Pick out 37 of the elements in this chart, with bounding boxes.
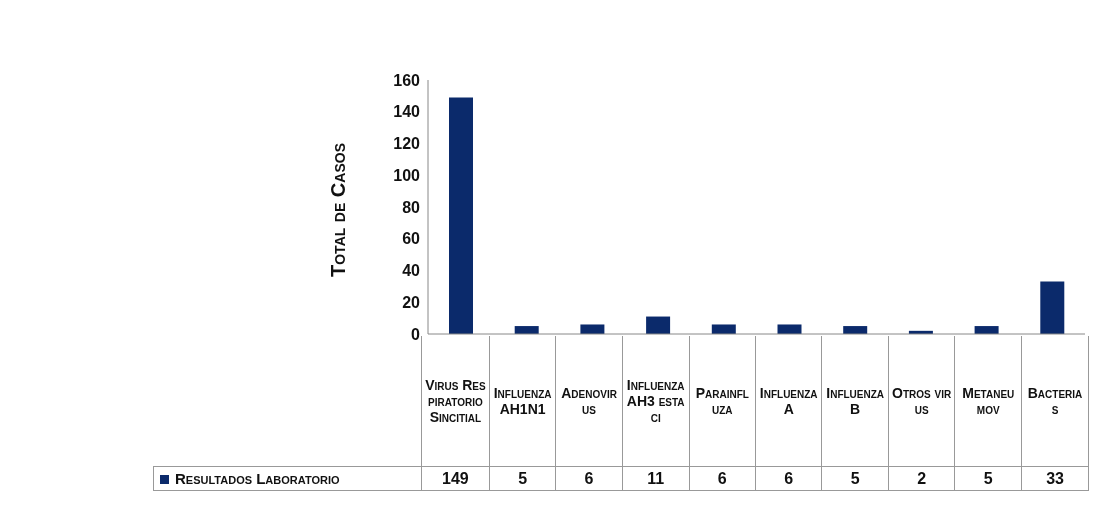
x-tick-label: Metaneumov: [954, 336, 1022, 467]
data-label: 5: [954, 466, 1022, 491]
x-tick-label: Influenza A: [755, 336, 822, 467]
x-tick-label: Otros virus: [888, 336, 955, 467]
bar: [646, 316, 671, 334]
x-tick-label: Influenza B: [821, 336, 889, 467]
y-tick-label: 60: [402, 230, 421, 248]
y-tick-label: 20: [402, 293, 421, 311]
x-tick-label: Adenovirus: [555, 336, 623, 467]
y-tick-label: 140: [393, 103, 421, 121]
bar: [580, 324, 605, 334]
data-label: 149: [421, 466, 490, 491]
bar: [449, 97, 473, 334]
data-label: 6: [689, 466, 756, 491]
x-tick-label: Influenza AH3 estaci: [622, 336, 690, 467]
x-tick-label: Influenza AH1N1: [489, 336, 556, 467]
data-label: 2: [888, 466, 955, 491]
x-tick-label: Parainfluza: [689, 336, 756, 467]
y-tick-label: 0: [411, 325, 421, 343]
x-tick-label: Bacterias: [1021, 336, 1089, 467]
y-tick-label: 100: [393, 166, 421, 184]
bar: [711, 324, 736, 334]
data-label: 11: [622, 466, 690, 491]
y-axis-title: Total de Casos: [326, 143, 350, 277]
x-tick-label: Virus Respiratorio Sincitial: [421, 336, 490, 467]
data-label: 5: [489, 466, 556, 491]
bar: [1040, 281, 1065, 334]
y-tick-label: 160: [393, 71, 421, 89]
data-label: 33: [1021, 466, 1089, 491]
y-tick-label: 80: [402, 198, 421, 216]
legend-label: Resultados Laboratorio: [153, 466, 422, 491]
data-label: 5: [821, 466, 889, 491]
data-label: 6: [555, 466, 623, 491]
y-tick-label: 40: [402, 262, 421, 280]
bar: [777, 324, 802, 334]
y-tick-label: 120: [393, 135, 421, 153]
data-label: 6: [755, 466, 822, 491]
